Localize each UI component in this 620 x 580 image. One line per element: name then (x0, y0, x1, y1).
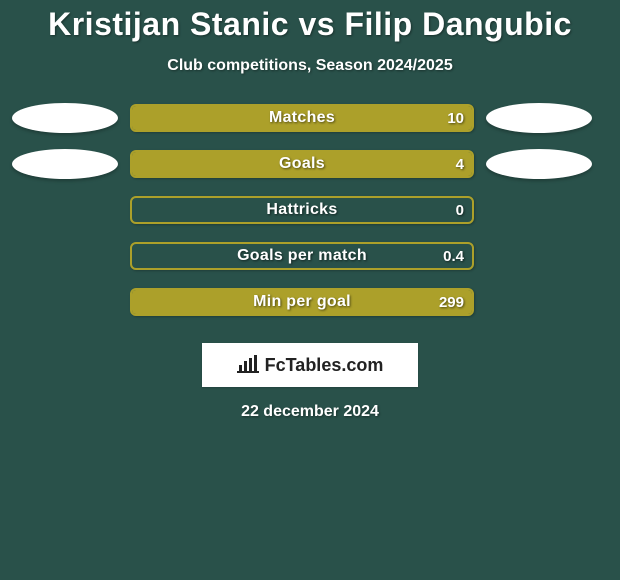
stat-bar: Min per goal299 (130, 288, 474, 316)
date-text: 22 december 2024 (241, 403, 379, 421)
stat-row: Matches10 (0, 101, 620, 135)
right-ellipse (486, 149, 592, 179)
right-side (474, 285, 604, 319)
left-side (0, 239, 130, 273)
stat-label: Matches (132, 106, 472, 130)
right-side (474, 239, 604, 273)
stat-row: Min per goal299 (0, 285, 620, 319)
stat-value: 299 (439, 290, 464, 314)
stat-bar: Goals per match0.4 (130, 242, 474, 270)
stat-row: Hattricks0 (0, 193, 620, 227)
stat-value: 0 (456, 198, 464, 222)
left-ellipse (12, 103, 118, 133)
left-ellipse (12, 149, 118, 179)
stats-chart: Matches10 Goals4 Hattricks0 Goals per match… (0, 101, 620, 331)
stat-label: Min per goal (132, 290, 472, 314)
stat-value: 4 (456, 152, 464, 176)
page-subtitle: Club competitions, Season 2024/2025 (167, 57, 452, 75)
stat-label: Hattricks (132, 198, 472, 222)
stat-row: Goals per match0.4 (0, 239, 620, 273)
stat-label: Goals per match (132, 244, 472, 268)
brand-box: FcTables.com (202, 343, 418, 387)
left-side (0, 193, 130, 227)
stat-bar: Goals4 (130, 150, 474, 178)
chart-icon (237, 353, 259, 378)
page-title: Kristijan Stanic vs Filip Dangubic (48, 6, 572, 43)
brand-inner: FcTables.com (237, 353, 384, 378)
right-ellipse (486, 103, 592, 133)
left-side (0, 101, 130, 135)
stat-bar: Hattricks0 (130, 196, 474, 224)
right-side (474, 193, 604, 227)
stat-value: 10 (447, 106, 464, 130)
right-side (474, 147, 604, 181)
left-side (0, 285, 130, 319)
stat-label: Goals (132, 152, 472, 176)
left-side (0, 147, 130, 181)
stat-value: 0.4 (443, 244, 464, 268)
right-side (474, 101, 604, 135)
brand-text: FcTables.com (265, 355, 384, 376)
stat-row: Goals4 (0, 147, 620, 181)
stat-bar: Matches10 (130, 104, 474, 132)
